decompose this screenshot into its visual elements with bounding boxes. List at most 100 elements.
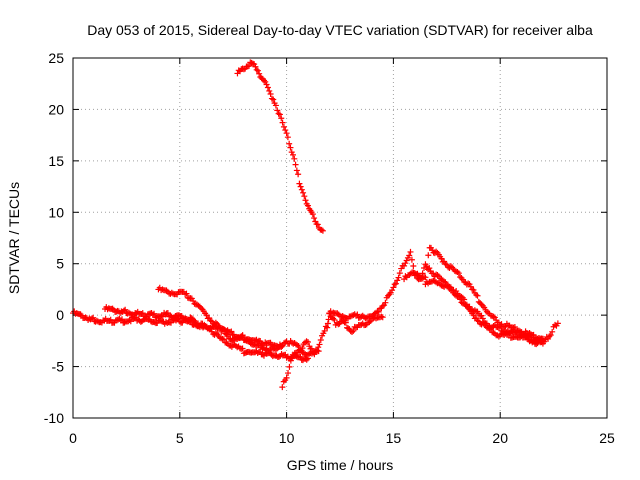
data-point (510, 324, 517, 331)
data-point (212, 319, 219, 326)
x-tick-label: 5 (176, 430, 184, 446)
data-point (419, 270, 426, 277)
data-point (438, 255, 445, 262)
x-tick-label: 0 (69, 430, 77, 446)
data-point (330, 309, 337, 316)
data-point (122, 306, 129, 313)
data-point (291, 155, 298, 162)
x-tick-label: 20 (492, 430, 508, 446)
data-point (203, 312, 210, 319)
data-point (272, 102, 279, 109)
data-point (220, 336, 227, 343)
data-point (324, 320, 331, 327)
data-point (287, 144, 294, 151)
data-point (441, 278, 448, 285)
data-point (454, 293, 461, 300)
data-point (530, 331, 537, 338)
data-point (410, 263, 417, 270)
data-point (239, 345, 246, 352)
series-arc-6 (401, 244, 546, 342)
data-point (275, 110, 282, 117)
data-point (219, 325, 226, 332)
data-point (478, 301, 485, 308)
data-point (293, 167, 300, 174)
data-point (403, 257, 410, 264)
data-point (545, 335, 552, 342)
data-point (288, 149, 295, 156)
data-point (190, 297, 197, 304)
data-point (473, 291, 480, 298)
data-point (267, 91, 274, 98)
data-point (314, 221, 321, 228)
data-point (266, 347, 273, 354)
data-point (90, 314, 97, 321)
data-point (506, 330, 513, 337)
data-point (290, 340, 297, 347)
data-point (290, 151, 297, 158)
data-point (325, 316, 332, 323)
data-point (253, 66, 260, 73)
data-point (478, 312, 485, 319)
data-point (423, 263, 430, 270)
data-point (264, 84, 271, 91)
data-point (321, 327, 328, 334)
data-point (442, 260, 449, 267)
data-point (309, 211, 316, 218)
data-point (282, 339, 289, 346)
data-point (191, 317, 198, 324)
data-point (278, 115, 285, 122)
data-point (109, 305, 116, 312)
data-point (422, 274, 429, 281)
data-point (390, 284, 397, 291)
data-point (379, 314, 386, 321)
data-point (159, 286, 166, 293)
data-point (474, 292, 481, 299)
data-point (324, 324, 331, 331)
data-point (395, 274, 402, 281)
data-point (363, 314, 370, 321)
data-point (347, 313, 354, 320)
data-point (228, 328, 235, 335)
data-point (455, 270, 462, 277)
y-tick-label: 25 (48, 50, 64, 66)
data-point (350, 327, 357, 334)
data-point (445, 283, 452, 290)
data-point (301, 193, 308, 200)
data-point (263, 81, 270, 88)
data-point (315, 344, 322, 351)
grid (73, 58, 607, 418)
data-point (477, 300, 484, 307)
data-point (191, 300, 198, 307)
data-point (407, 270, 414, 277)
data-point (316, 341, 323, 348)
data-point (274, 107, 281, 114)
data-point (216, 324, 223, 331)
data-point (251, 341, 258, 348)
data-point (304, 202, 311, 209)
series-arc-4 (279, 310, 386, 391)
data-point (232, 342, 239, 349)
data-point (366, 319, 373, 326)
data-point (296, 180, 303, 187)
data-point (549, 328, 556, 335)
data-point (220, 326, 227, 333)
data-point (286, 140, 293, 147)
data-point (483, 324, 490, 331)
data-point (297, 183, 304, 190)
data-point (294, 342, 301, 349)
data-point (216, 334, 223, 341)
data-point (317, 336, 324, 343)
data-point (341, 314, 348, 321)
y-axis-label: SDTVAR / TECUs (6, 182, 22, 294)
data-point (447, 284, 454, 291)
data-point (487, 326, 494, 333)
data-point (212, 330, 219, 337)
data-point (226, 335, 233, 342)
data-point (411, 269, 418, 276)
y-tick-label: 0 (56, 307, 64, 323)
y-tick-label: 5 (56, 256, 64, 272)
data-point (465, 305, 472, 312)
data-point (471, 307, 478, 314)
data-point (461, 300, 468, 307)
